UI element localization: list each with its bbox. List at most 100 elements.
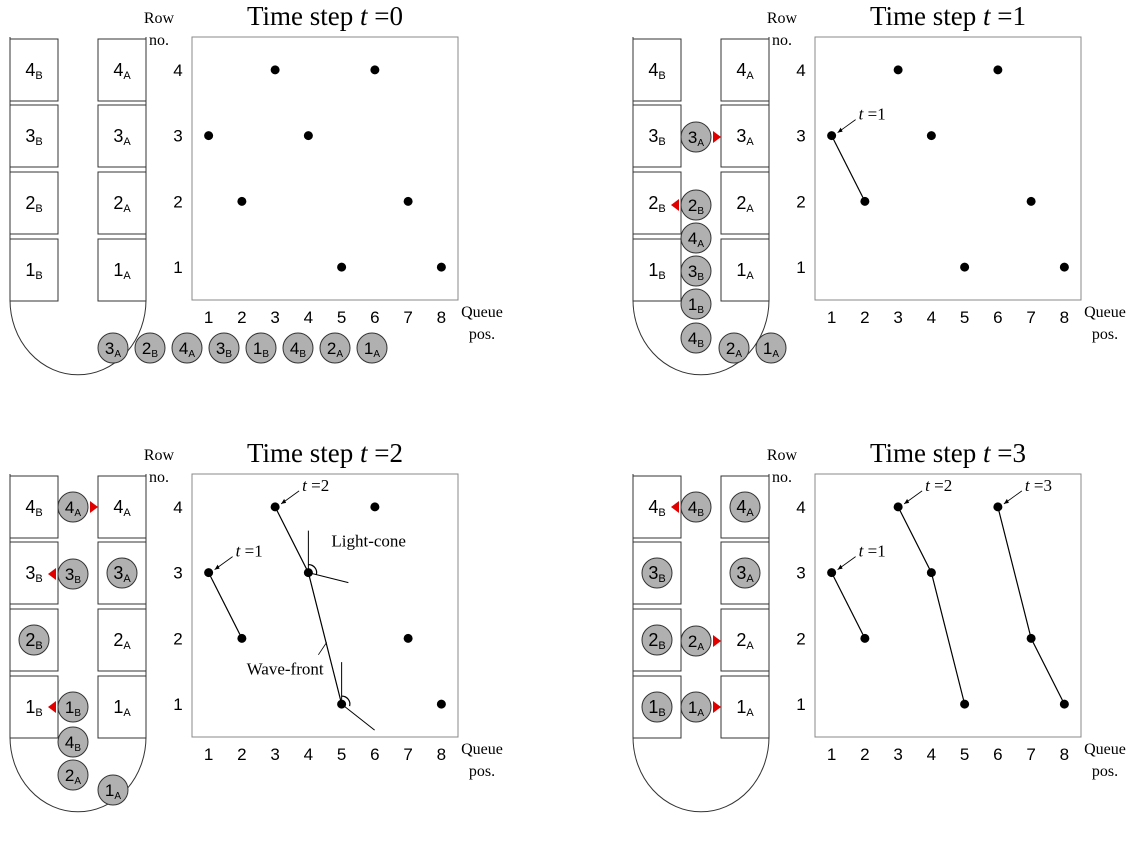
seat-1B (632, 238, 682, 302)
y-tick-label: 1 (796, 695, 805, 714)
y-tick-label: 2 (796, 629, 805, 648)
passenger-4B (282, 332, 314, 364)
data-point (860, 633, 870, 643)
path-line (831, 135, 866, 202)
x-tick-label: 7 (403, 745, 412, 764)
seated-passenger-1B (641, 691, 673, 723)
passenger-label-4B: 4B (688, 329, 704, 350)
seat-label-3B: 3B (25, 126, 42, 148)
x-tick-label: 3 (270, 745, 279, 764)
passenger-1B (680, 288, 712, 320)
chart-title: Time step t =1 (870, 1, 1026, 31)
x-tick-label: 3 (893, 308, 902, 327)
seated-label-2B: 2B (25, 630, 42, 652)
path-line (897, 506, 966, 705)
passenger-label-2A: 2A (688, 632, 704, 653)
y-tick-label: 4 (796, 61, 805, 80)
label-t3: t =3 (1025, 476, 1052, 495)
data-point (827, 568, 837, 578)
passenger-3B (208, 332, 240, 364)
passenger-label-4A: 4A (688, 229, 704, 250)
x-tick-label: 5 (960, 308, 969, 327)
seat-2A (720, 171, 770, 235)
xlabel-line1: Queue (461, 741, 503, 758)
x-tick-label: 5 (337, 308, 346, 327)
seat-label-1B: 1B (25, 697, 42, 719)
seated-label-3B: 3B (648, 563, 665, 585)
seated-passenger-2B (641, 624, 673, 656)
x-tick-label: 5 (960, 745, 969, 764)
passenger-3B (680, 255, 712, 287)
seat-2A (97, 608, 147, 672)
panel-t0-svg: 1B 1A 2B 2A 3B 3A 4B 4A 3A 2B 4A 3B 1B 4B 2A 1A Time ste… (9, 1, 503, 376)
panel-t2-svg: 1B 1A 2B 2A 3B 3A 4B 4A 4A 3B 1B 4B 2A 1A Time step t … (9, 438, 503, 813)
ylabel-line2: no. (772, 469, 792, 486)
data-point (1026, 196, 1036, 206)
passenger-label-1A: 1A (763, 339, 779, 360)
passenger-label-1A: 1A (105, 781, 121, 802)
seat-label-4A: 4A (113, 497, 131, 519)
data-point (370, 65, 380, 75)
xlabel-line2: pos. (1092, 763, 1118, 780)
seat-label-4B: 4B (25, 497, 42, 519)
seat-1A (720, 238, 770, 302)
passenger-1A (755, 332, 787, 364)
x-tick-label: 7 (1026, 745, 1035, 764)
data-point (204, 568, 214, 578)
x-tick-label: 6 (370, 745, 379, 764)
label-t1-arrowhead (214, 564, 220, 570)
data-point (237, 196, 247, 206)
move-arrow-right (90, 501, 98, 513)
passenger-2A (57, 759, 89, 791)
x-tick-label: 8 (1060, 308, 1069, 327)
label-t2: t =2 (302, 476, 329, 495)
seated-passenger-4A (729, 491, 761, 523)
passenger-1A (680, 691, 712, 723)
data-point (993, 502, 1003, 512)
data-point (893, 502, 903, 512)
label-t1-arrowhead (837, 564, 843, 570)
x-tick-label: 8 (437, 745, 446, 764)
xlabel-line1: Queue (461, 304, 503, 321)
x-tick-label: 1 (204, 745, 213, 764)
x-tick-label: 4 (927, 745, 936, 764)
passenger-2B (680, 189, 712, 221)
x-tick-label: 4 (304, 745, 313, 764)
seat-label-1A: 1A (113, 697, 131, 719)
x-tick-label: 6 (370, 308, 379, 327)
x-tick-label: 4 (304, 308, 313, 327)
xlabel-line1: Queue (1084, 304, 1126, 321)
data-point (436, 262, 446, 272)
x-tick-label: 1 (827, 308, 836, 327)
seat-label-1B: 1B (25, 260, 42, 282)
ylabel-line1: Row (767, 447, 798, 464)
seat-4A (720, 38, 770, 102)
x-tick-label: 6 (993, 308, 1002, 327)
seat-label-3A: 3A (113, 126, 131, 148)
chart-title: Time step t =3 (870, 438, 1026, 468)
seat-label-3A: 3A (736, 126, 754, 148)
x-tick-label: 3 (893, 745, 902, 764)
passenger-label-3A: 3A (105, 339, 121, 360)
seat-label-2A: 2A (736, 630, 754, 652)
x-tick-label: 2 (237, 308, 246, 327)
x-tick-label: 4 (927, 308, 936, 327)
xlabel-line2: pos. (469, 763, 495, 780)
passenger-3B (57, 558, 89, 590)
wave-front-label: Wave-front (247, 660, 324, 679)
passenger-2A (718, 332, 750, 364)
y-tick-label: 1 (173, 695, 182, 714)
y-tick-label: 1 (796, 258, 805, 277)
passenger-label-2B: 2B (688, 196, 704, 217)
data-point (860, 196, 870, 206)
chart-title: Time step t =0 (247, 1, 403, 31)
seat-4A (97, 38, 147, 102)
passenger-label-4B: 4B (65, 733, 81, 754)
passenger-label-2A: 2A (65, 766, 81, 787)
seated-label-4A: 4A (736, 497, 754, 519)
x-tick-label: 8 (437, 308, 446, 327)
passenger-4B (680, 322, 712, 354)
seat-label-4B: 4B (648, 497, 665, 519)
data-point (993, 65, 1003, 75)
data-point (303, 131, 313, 141)
